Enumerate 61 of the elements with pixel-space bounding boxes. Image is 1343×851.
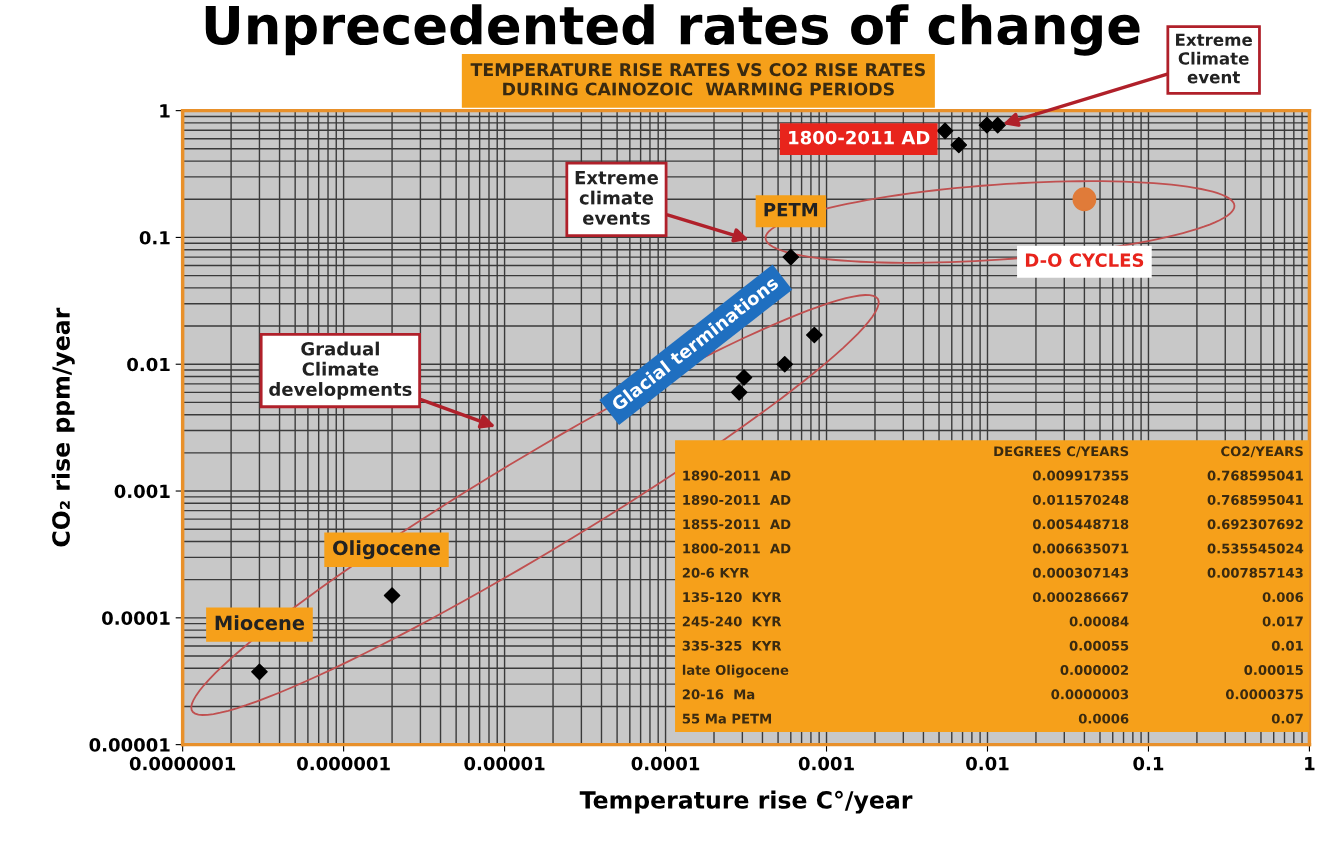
annotation: 1800-2011 AD <box>789 130 930 145</box>
annotation: 0.00084 <box>1069 616 1129 627</box>
annotation: 0.000286667 <box>1032 592 1129 603</box>
y-tick-label: 0.01 <box>127 357 170 372</box>
annotation: 0.692307692 <box>1207 519 1303 530</box>
annotation: 0.00055 <box>1069 640 1129 651</box>
annotation: Extreme climate events <box>575 170 658 225</box>
annotation: 0.0000375 <box>1225 689 1303 700</box>
annotation: 20-16 Ma <box>682 689 755 700</box>
annotation: 0.011570248 <box>1032 494 1129 505</box>
annotation: Gradual Climate developments <box>269 341 412 400</box>
annotation: 0.017 <box>1262 616 1303 627</box>
chart-title: Unprecedented rates of change <box>205 4 1140 56</box>
x-tick-label: 0.001 <box>798 756 854 771</box>
x-tick-label: 0.01 <box>966 756 1009 771</box>
x-tick-label: 0.00001 <box>464 756 545 771</box>
annotation: 0.000002 <box>1060 665 1128 676</box>
annotation: 0.0006 <box>1078 713 1129 724</box>
annotation: 0.07 <box>1271 713 1303 724</box>
annotation: 1890-2011 AD <box>683 494 791 505</box>
annotation: 0.005448718 <box>1032 519 1129 530</box>
chart-subtitle: TEMPERATURE RISE RATES VS CO2 RISE RATES DURING CAINOZOIC WARMING PERIODS <box>470 63 925 96</box>
annotation: 1890-2011 AD <box>683 470 791 481</box>
annotation: Miocene <box>215 615 305 631</box>
annotation: 335-325 KYR <box>682 640 782 651</box>
annotation: 0.00015 <box>1244 665 1303 676</box>
annotation: DEGREES C/YEARS <box>994 446 1129 458</box>
x-axis-title: Temperature rise C°/year <box>579 790 913 814</box>
annotation: 245-240 KYR <box>682 616 782 627</box>
annotation: Extreme Climate event <box>1176 33 1252 84</box>
annotation: 0.01 <box>1271 640 1303 651</box>
annotation: 135-120 KYR <box>683 592 782 603</box>
annotation: 0.768595041 <box>1207 470 1303 481</box>
annotation: D-O CYCLES <box>1025 253 1144 267</box>
y-tick-label: 0.1 <box>139 230 170 245</box>
annotation: 20-6 KYR <box>682 567 750 578</box>
annotation: 0.768595041 <box>1207 494 1303 505</box>
annotation: PETM <box>764 203 818 217</box>
annotation: 0.006635071 <box>1032 543 1129 554</box>
x-tick-label: 0.0001 <box>631 756 700 771</box>
y-tick-label: 0.0001 <box>102 611 170 625</box>
x-tick-label: 0.1 <box>1133 756 1164 771</box>
y-tick-label: 0.00001 <box>89 738 170 752</box>
annotation: 0.0000003 <box>1051 689 1129 700</box>
y-axis-title: CO₂ rise ppm/year <box>51 307 75 547</box>
annotation: Oligocene <box>333 540 441 560</box>
x-tick-label: 0.0000001 <box>129 756 236 771</box>
annotation: 1800-2011 AD <box>683 543 791 554</box>
annotation: 1855-2011 AD <box>683 519 791 530</box>
annotation: 0.535545024 <box>1207 543 1304 554</box>
annotation: late Oligocene <box>682 664 789 678</box>
annotation: 0.000307143 <box>1032 567 1129 578</box>
annotation: 0.007857143 <box>1207 567 1303 578</box>
x-tick-label: 1 <box>1305 756 1315 771</box>
annotation: 0.006 <box>1262 592 1304 603</box>
x-tick-label: 0.000001 <box>297 756 390 771</box>
annotation: 55 Ma PETM <box>682 713 771 724</box>
y-tick-label: 1 <box>160 104 170 118</box>
annotation: 0.009917355 <box>1032 470 1129 481</box>
y-tick-label: 0.001 <box>114 484 170 499</box>
annotation: CO2/YEARS <box>1221 446 1303 458</box>
